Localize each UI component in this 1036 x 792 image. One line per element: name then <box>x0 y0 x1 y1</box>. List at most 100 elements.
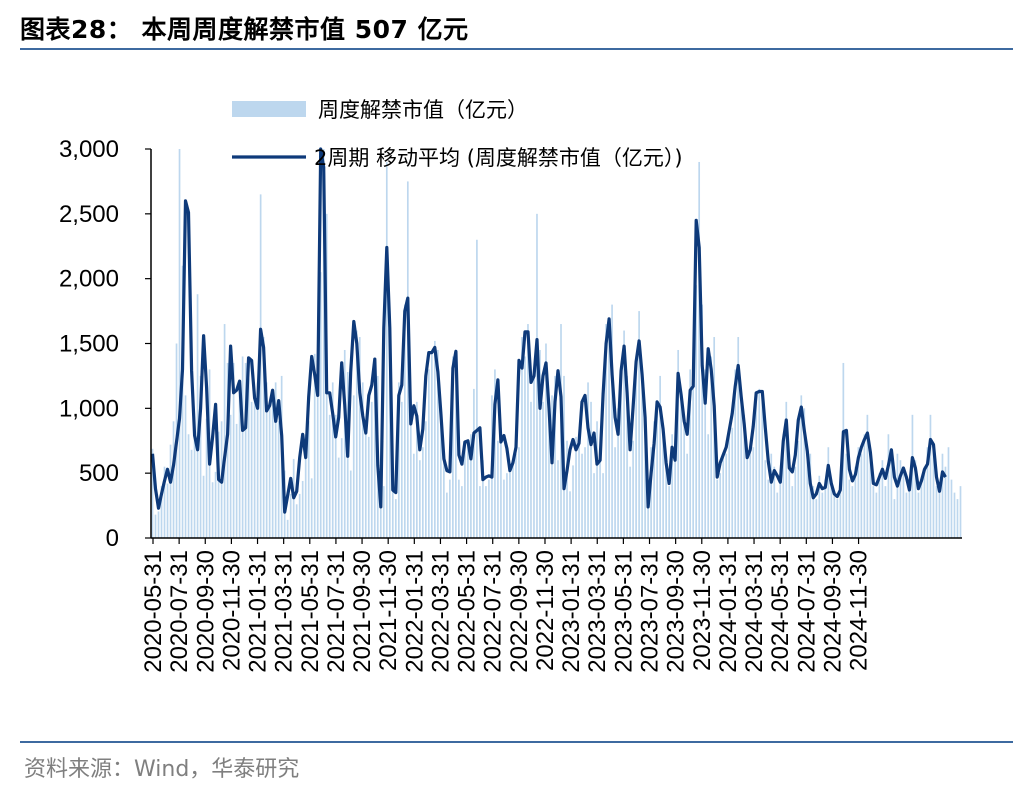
y-tick-label: 500 <box>79 460 119 487</box>
bar <box>268 401 271 538</box>
bar <box>181 265 184 538</box>
bar <box>878 473 881 538</box>
bar <box>938 492 941 538</box>
bar <box>391 486 394 538</box>
bar <box>334 414 337 538</box>
bar <box>716 479 719 538</box>
bar <box>707 434 710 538</box>
bar <box>214 471 217 538</box>
bar <box>415 401 418 538</box>
bar <box>352 395 355 538</box>
bar <box>668 486 670 538</box>
bar <box>887 434 890 538</box>
bar <box>530 401 532 538</box>
bar <box>782 434 785 538</box>
bar <box>289 493 292 538</box>
bar <box>172 421 175 538</box>
bar <box>692 382 695 538</box>
bar <box>482 460 484 538</box>
bar <box>169 444 172 538</box>
bar <box>683 414 685 538</box>
bar <box>824 479 827 538</box>
bar <box>755 395 758 538</box>
bar <box>671 434 673 538</box>
bar <box>644 427 646 538</box>
x-tick-label: 2024-01-31 <box>715 550 742 673</box>
bar <box>830 483 833 538</box>
bar <box>373 388 376 538</box>
bar <box>512 460 514 538</box>
bar <box>464 447 466 538</box>
bar <box>740 401 743 538</box>
bar <box>725 453 728 538</box>
bar <box>262 337 265 538</box>
bar <box>776 492 779 538</box>
bar <box>593 473 595 538</box>
bar <box>812 486 815 538</box>
x-tick-label: 2021-03-31 <box>271 550 298 673</box>
x-tick-label: 2023-07-31 <box>637 550 664 673</box>
bar <box>779 479 782 538</box>
x-tick-label: 2021-05-31 <box>297 550 324 673</box>
x-tick-label: 2020-11-30 <box>218 550 245 671</box>
x-tick-label: 2023-09-30 <box>663 550 690 673</box>
x-tick-label: 2021-11-30 <box>375 550 402 671</box>
bar <box>932 447 935 538</box>
bar <box>917 492 920 538</box>
bar <box>322 149 325 538</box>
bar <box>701 304 704 538</box>
bar <box>929 414 932 538</box>
bar <box>184 395 187 538</box>
bar <box>497 440 499 538</box>
bar <box>554 375 556 538</box>
bar <box>250 401 253 538</box>
x-tick-label: 2022-01-31 <box>401 550 428 673</box>
bar <box>418 460 421 538</box>
bar <box>596 421 598 538</box>
bar <box>854 466 857 538</box>
bar <box>160 486 163 538</box>
bar <box>869 460 872 538</box>
bar <box>443 460 445 538</box>
bar <box>355 330 358 538</box>
bar <box>920 479 923 538</box>
x-tick-label: 2020-09-30 <box>192 550 219 673</box>
bar <box>674 460 676 538</box>
bar <box>698 161 701 538</box>
x-tick-label: 2024-03-31 <box>741 550 768 673</box>
bar <box>638 311 640 538</box>
bar <box>310 478 313 538</box>
bar <box>587 382 589 538</box>
bar <box>848 479 851 538</box>
bar <box>265 382 268 538</box>
bar <box>539 349 541 538</box>
bar <box>758 388 761 538</box>
bar <box>614 447 616 538</box>
bar <box>232 362 235 538</box>
bar <box>911 414 914 538</box>
bar <box>836 499 839 538</box>
x-tick-label: 2023-01-31 <box>558 550 585 673</box>
bar <box>884 486 887 538</box>
bar <box>875 492 878 538</box>
bar <box>319 272 322 538</box>
x-tick-label: 2023-11-30 <box>689 550 716 671</box>
bar <box>421 447 424 538</box>
bar <box>797 440 800 538</box>
bar <box>572 465 574 538</box>
bar <box>178 149 181 538</box>
bar <box>154 514 157 538</box>
bar <box>851 486 854 538</box>
bar <box>337 457 340 538</box>
bar <box>569 491 571 538</box>
bar <box>437 349 439 538</box>
bar <box>343 349 346 538</box>
bar <box>503 479 505 538</box>
bar <box>734 369 737 538</box>
bar <box>527 324 529 538</box>
bar <box>566 440 568 538</box>
bar <box>857 447 860 538</box>
legend: 周度解禁市值（亿元） 2周期 移动平均 (周度解禁市值（亿元）) <box>232 98 683 170</box>
